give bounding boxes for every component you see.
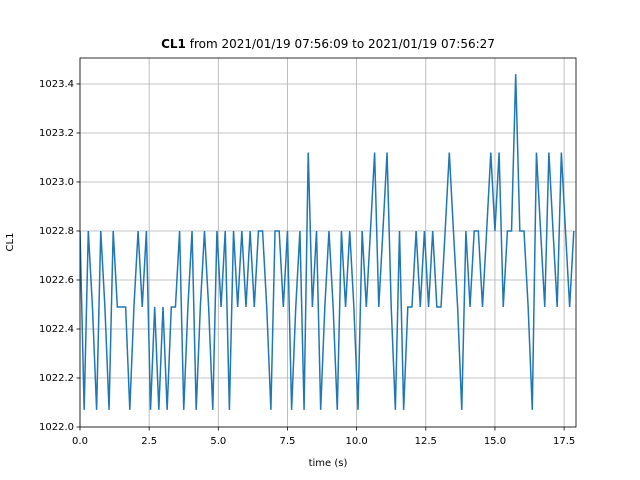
title-bold: CL1 [161,37,186,51]
x-tick-label: 12.5 [415,436,437,447]
y-axis-label: CL1 [5,233,16,252]
x-axis-label: time (s) [309,458,348,469]
y-tick-label: 1022.2 [39,373,74,384]
plot-frame [79,57,577,428]
x-tick-label: 17.5 [553,436,575,447]
chart-title: CL1 from 2021/01/19 07:56:09 to 2021/01/… [161,37,495,51]
x-tick-label: 10.0 [345,436,367,447]
x-tick-label: 0.0 [72,436,88,447]
y-tick-label: 1022.0 [39,422,74,433]
y-tick-label: 1022.8 [39,226,74,237]
data-line [80,74,575,410]
y-tick-label: 1022.6 [39,275,74,286]
y-tick-label: 1023.0 [39,177,74,188]
y-tick-label: 1023.2 [39,128,74,139]
x-tick-label: 7.5 [280,436,296,447]
title-rest: from 2021/01/19 07:56:09 to 2021/01/19 0… [190,37,495,51]
y-tick-label: 1022.4 [39,324,74,335]
y-tick-label: 1023.4 [39,79,74,90]
x-tick-label: 2.5 [141,436,157,447]
x-tick-label: 5.0 [210,436,226,447]
x-tick-label: 15.0 [484,436,506,447]
